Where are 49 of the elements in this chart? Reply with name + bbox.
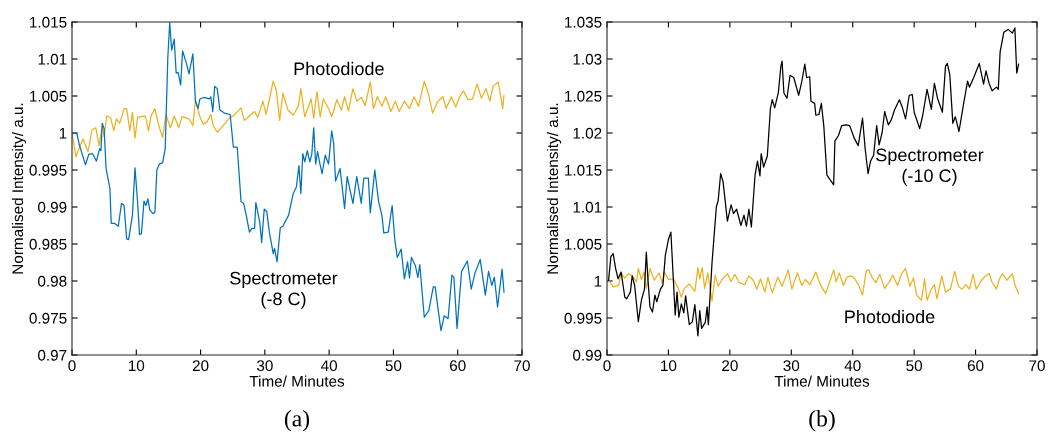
x-tick-label: 10 — [128, 360, 145, 372]
x-tick-label: 50 — [906, 360, 923, 372]
y-axis-title: Normalised Intensity/ a.u. — [11, 103, 27, 274]
x-tick-label: 0 — [68, 360, 76, 372]
y-tick-label: 0.985 — [29, 238, 67, 250]
y-tick-label: 0.99 — [38, 201, 67, 213]
y-tick-label: 1.015 — [30, 16, 67, 28]
x-tick-label: 50 — [385, 360, 402, 372]
annotation: Spectrometer (-10 C) — [876, 148, 984, 186]
x-axis-title: Time/ Minutes — [774, 375, 870, 387]
text: (a) — [284, 409, 310, 432]
y-tick-label: 0.995 — [29, 164, 67, 176]
y-tick-label: 0.995 — [564, 312, 602, 324]
x-tick-label: 30 — [783, 360, 800, 372]
x-tick-label: 60 — [449, 360, 466, 372]
annotation: Spectrometer (-8 C) — [230, 271, 338, 309]
y-tick-label: 1.005 — [565, 238, 602, 250]
y-tick-label: 0.97 — [38, 349, 67, 361]
y-tick-label: 0.975 — [29, 312, 67, 324]
text: (b) — [809, 409, 835, 432]
x-tick-label: 60 — [967, 360, 984, 372]
y-tick-label: 1.01 — [38, 53, 67, 65]
x-axis-title: Time/ Minutes — [249, 375, 345, 387]
annotation: Photodiode — [845, 309, 935, 324]
y-tick-label: 1.035 — [565, 16, 602, 28]
line-series — [72, 80, 505, 158]
x-tick-label: 20 — [192, 360, 209, 372]
y-tick-label: 1.02 — [573, 127, 602, 139]
y-tick-label: 1.025 — [565, 90, 602, 102]
y-tick-label: 1.005 — [30, 90, 67, 102]
x-tick-label: 10 — [661, 360, 677, 372]
x-tick-label: 70 — [514, 360, 530, 372]
x-tick-label: 70 — [1029, 360, 1045, 372]
x-tick-label: 40 — [844, 360, 861, 372]
x-tick-label: 0 — [603, 360, 611, 372]
y-tick-label: 0.99 — [573, 349, 602, 361]
y-tick-label: 1.03 — [573, 53, 602, 65]
y-tick-label: 0.98 — [38, 275, 67, 287]
x-tick-label: 30 — [256, 360, 273, 372]
y-tick-label: 1.015 — [565, 164, 602, 176]
y-tick-label: 1 — [59, 128, 67, 139]
line-series — [72, 22, 505, 332]
y-axis-title: Normalised Intensity/ a.u. — [546, 103, 562, 274]
x-tick-label: 40 — [321, 360, 338, 372]
line-series — [607, 267, 1020, 302]
x-tick-label: 20 — [722, 360, 738, 372]
y-tick-label: 1 — [594, 276, 602, 287]
y-tick-label: 1.01 — [573, 201, 602, 213]
annotation: Photodiode — [294, 61, 384, 76]
